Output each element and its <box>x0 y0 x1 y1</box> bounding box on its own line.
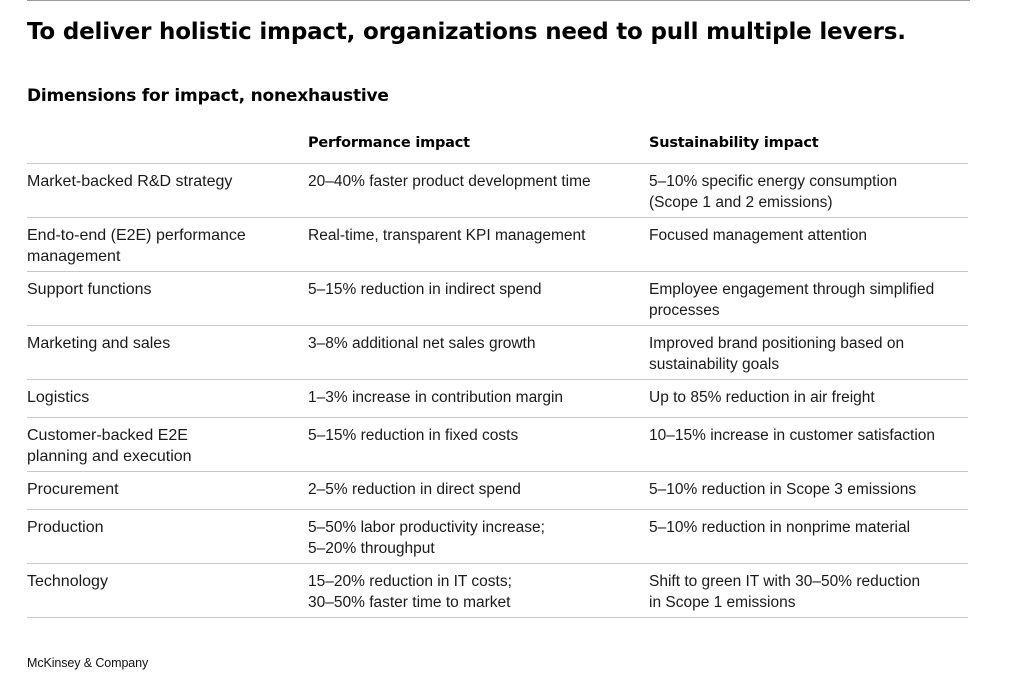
table-row: Procurement 2–5% reduction in direct spe… <box>27 472 968 510</box>
performance-cell: 20–40% faster product development time <box>308 173 591 190</box>
dimension-cell: Logistics <box>27 389 90 406</box>
performance-cell: 1–3% increase in contribution margin <box>308 389 564 406</box>
dimension-cell: Market-backed R&D strategy <box>27 173 233 190</box>
table-row: End-to-end (E2E) performance management … <box>27 218 968 272</box>
performance-cell: 3–8% additional net sales growth <box>308 335 536 352</box>
sustainability-cell: 5–10% reduction in Scope 3 emissions <box>649 481 917 498</box>
dimension-cell: Support functions <box>27 281 152 298</box>
table-row: Market-backed R&D strategy 20–40% faster… <box>27 164 968 218</box>
table-row: Customer-backed E2E planning and executi… <box>27 418 968 472</box>
performance-cell: 5–15% reduction in fixed costs <box>308 427 519 444</box>
table-row: Marketing and sales 3–8% additional net … <box>27 326 968 380</box>
table-subtitle: Dimensions for impact, nonexhaustive <box>27 86 389 106</box>
sustainability-cell: 10–15% increase in customer satisfaction <box>649 427 936 444</box>
impact-table: Performance impact Sustainability impact… <box>27 132 968 618</box>
dimension-cell: End-to-end (E2E) performance management <box>27 227 246 265</box>
table-row: Technology 15–20% reduction in IT costs;… <box>27 564 968 618</box>
dimension-cell: Customer-backed E2E planning and executi… <box>27 427 192 465</box>
table-header: Performance impact Sustainability impact <box>27 132 968 164</box>
performance-cell: 5–50% labor productivity increase; 5–20%… <box>308 519 545 557</box>
dimension-cell: Technology <box>27 573 108 590</box>
sustainability-cell: Focused management attention <box>649 227 867 244</box>
performance-cell: 15–20% reduction in IT costs; 30–50% fas… <box>308 573 512 611</box>
page-title: To deliver holistic impact, organization… <box>27 19 906 45</box>
table-row: Production 5–50% labor productivity incr… <box>27 510 968 564</box>
sustainability-cell: 5–10% specific energy consumption (Scope… <box>649 173 898 211</box>
dimension-cell: Production <box>27 519 104 536</box>
performance-cell: 5–15% reduction in indirect spend <box>308 281 542 298</box>
header-sustainability-impact: Sustainability impact <box>649 135 819 151</box>
table-row: Support functions 5–15% reduction in ind… <box>27 272 968 326</box>
dimension-cell: Marketing and sales <box>27 335 171 352</box>
sustainability-cell: Shift to green IT with 30–50% reduction … <box>649 573 921 611</box>
sustainability-cell: Up to 85% reduction in air freight <box>649 389 875 406</box>
sustainability-cell: 5–10% reduction in nonprime material <box>649 519 911 536</box>
header-performance-impact: Performance impact <box>308 135 470 151</box>
top-divider <box>27 0 970 1</box>
source-footer: McKinsey & Company <box>27 656 149 670</box>
performance-cell: 2–5% reduction in direct spend <box>308 481 521 498</box>
sustainability-cell: Improved brand positioning based on sust… <box>649 335 905 373</box>
sustainability-cell: Employee engagement through simplified p… <box>649 281 935 319</box>
table-row: Logistics 1–3% increase in contribution … <box>27 380 968 418</box>
performance-cell: Real-time, transparent KPI management <box>308 227 586 244</box>
dimension-cell: Procurement <box>27 481 119 498</box>
